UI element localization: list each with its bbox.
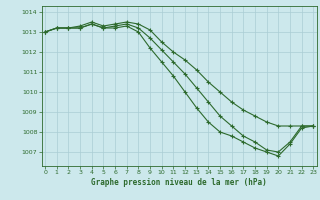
X-axis label: Graphe pression niveau de la mer (hPa): Graphe pression niveau de la mer (hPa) xyxy=(91,178,267,187)
